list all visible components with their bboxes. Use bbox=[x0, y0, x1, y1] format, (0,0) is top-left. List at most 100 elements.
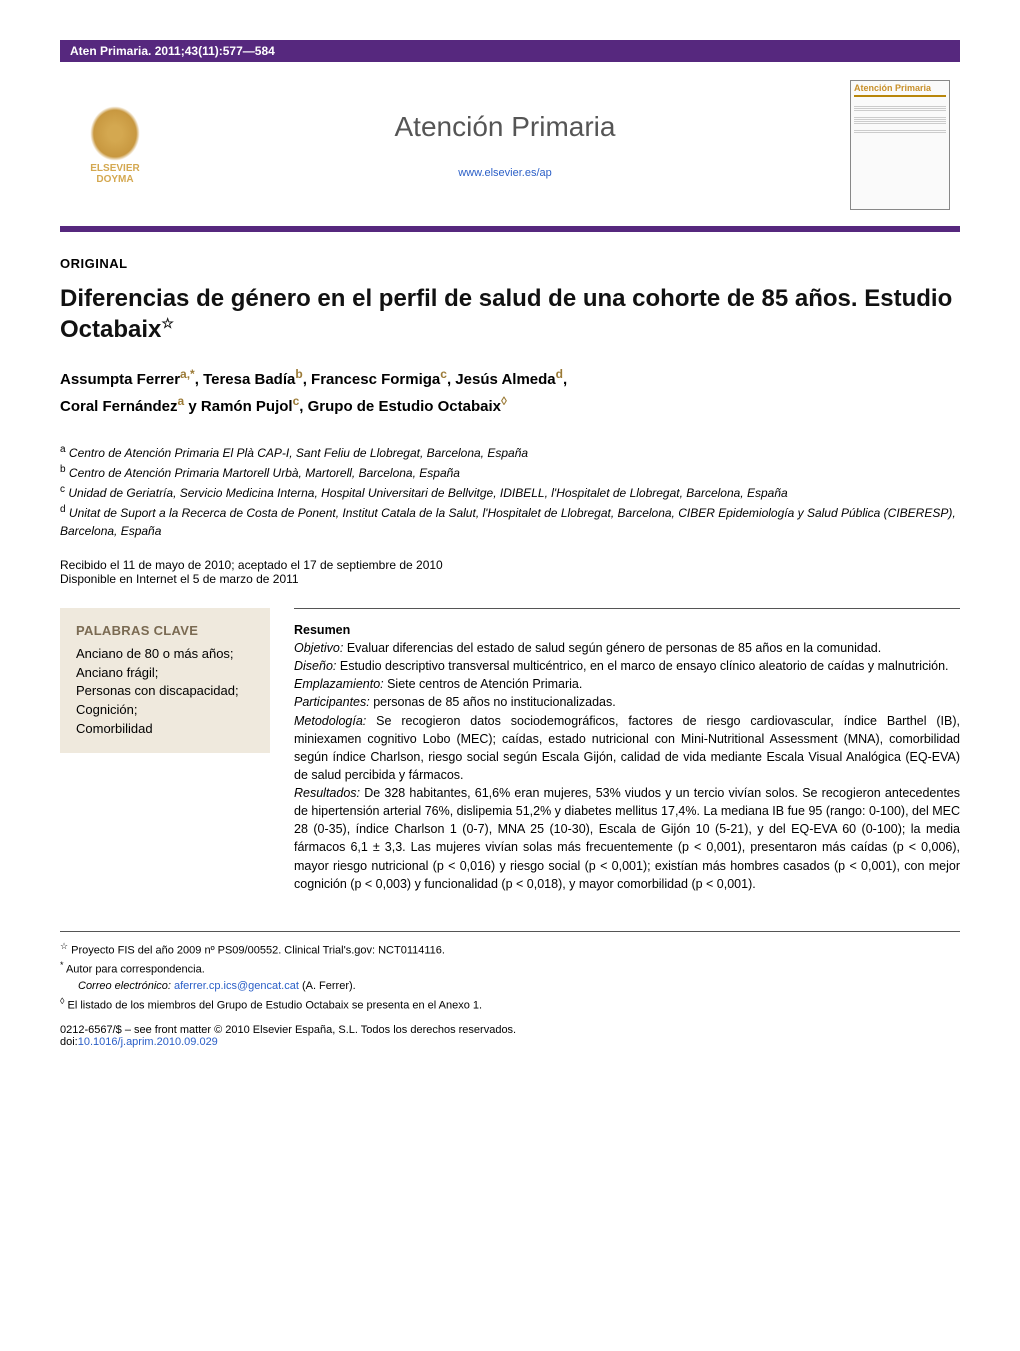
footnote: ◊ El listado de los miembros del Grupo d… bbox=[60, 995, 960, 1014]
section-label: ORIGINAL bbox=[60, 256, 960, 271]
author: Assumpta Ferrera,* bbox=[60, 371, 195, 388]
fn-mark: ☆ bbox=[60, 941, 68, 951]
abs-label: Participantes: bbox=[294, 695, 370, 709]
keywords-abstract-row: PALABRAS CLAVE Anciano de 80 o más años;… bbox=[60, 608, 960, 893]
abs-text: De 328 habitantes, 61,6% eran mujeres, 5… bbox=[294, 786, 960, 891]
doi-line: doi:10.1016/j.aprim.2010.09.029 bbox=[60, 1036, 960, 1048]
author-aff: c bbox=[293, 394, 300, 408]
fn-mark: ◊ bbox=[60, 996, 64, 1006]
journal-url-link[interactable]: www.elsevier.es/ap bbox=[160, 167, 850, 179]
journal-cover-thumbnail: Atención Primaria bbox=[850, 80, 950, 210]
author-name: Francesc Formiga bbox=[311, 371, 440, 388]
doi-label: doi: bbox=[60, 1036, 78, 1048]
abs-text: Evaluar diferencias del estado de salud … bbox=[343, 641, 881, 655]
fn-mark: * bbox=[60, 960, 64, 970]
fn-text: El listado de los miembros del Grupo de … bbox=[68, 999, 483, 1011]
author-aff: b bbox=[295, 367, 302, 381]
group-author-aff: ◊ bbox=[501, 394, 507, 408]
cover-title: Atención Primaria bbox=[854, 84, 946, 93]
abstract: Resumen Objetivo: Evaluar diferencias de… bbox=[294, 608, 960, 893]
group-author-name: Grupo de Estudio Octabaix bbox=[308, 398, 501, 415]
abstract-section: Metodología: Se recogieron datos sociode… bbox=[294, 712, 960, 785]
abs-label: Objetivo: bbox=[294, 641, 343, 655]
footnote: Correo electrónico: aferrer.cp.ics@genca… bbox=[60, 978, 960, 995]
copyright-line: 0212-6567/$ – see front matter © 2010 El… bbox=[60, 1024, 960, 1036]
affiliations: a Centro de Atención Primaria El Plà CAP… bbox=[60, 442, 960, 540]
abs-text: Estudio descriptivo transversal multicén… bbox=[336, 659, 948, 673]
corresponding-email-link[interactable]: aferrer.cp.ics@gencat.cat bbox=[174, 980, 299, 992]
fn-text: Proyecto FIS del año 2009 nº PS09/00552.… bbox=[71, 944, 445, 956]
publisher-logo: ELSEVIER DOYMA bbox=[70, 106, 160, 185]
aff-text: Centro de Atención Primaria Martorell Ur… bbox=[69, 466, 460, 480]
publisher-name-l2: DOYMA bbox=[96, 174, 133, 185]
abs-label: Emplazamiento: bbox=[294, 677, 384, 691]
copyright-block: 0212-6567/$ – see front matter © 2010 El… bbox=[60, 1024, 960, 1048]
keyword: Personas con discapacidad; bbox=[76, 682, 254, 701]
affiliation: a Centro de Atención Primaria El Plà CAP… bbox=[60, 442, 960, 462]
affiliation: c Unidad de Geriatría, Servicio Medicina… bbox=[60, 482, 960, 502]
author: Ramón Pujolc bbox=[201, 398, 299, 415]
author: Jesús Almedad bbox=[455, 371, 563, 388]
aff-marker: c bbox=[60, 484, 65, 495]
received-accepted-date: Recibido el 11 de mayo de 2010; aceptado… bbox=[60, 558, 960, 572]
elsevier-tree-icon bbox=[90, 106, 140, 161]
article-dates: Recibido el 11 de mayo de 2010; aceptado… bbox=[60, 558, 960, 586]
abstract-section: Resultados: De 328 habitantes, 61,6% era… bbox=[294, 784, 960, 893]
author-aff: d bbox=[556, 367, 563, 381]
doi-link[interactable]: 10.1016/j.aprim.2010.09.029 bbox=[78, 1036, 218, 1048]
author: Teresa Badíab bbox=[203, 371, 303, 388]
keyword: Comorbilidad bbox=[76, 720, 254, 739]
journal-title: Atención Primaria bbox=[160, 111, 850, 143]
author-aff: a,* bbox=[180, 367, 195, 381]
aff-text: Unidad de Geriatría, Servicio Medicina I… bbox=[68, 486, 787, 500]
author-name: Assumpta Ferrer bbox=[60, 371, 180, 388]
author-name: Jesús Almeda bbox=[455, 371, 555, 388]
purple-divider bbox=[60, 226, 960, 232]
author: Francesc Formigac bbox=[311, 371, 447, 388]
article-title: Diferencias de género en el perfil de sa… bbox=[60, 283, 960, 345]
author-name: Teresa Badía bbox=[203, 371, 295, 388]
abstract-heading: Resumen bbox=[294, 621, 960, 639]
abs-label: Diseño: bbox=[294, 659, 336, 673]
abs-text: Se recogieron datos sociodemográficos, f… bbox=[294, 714, 960, 782]
abstract-section: Emplazamiento: Siete centros de Atención… bbox=[294, 675, 960, 693]
aff-marker: b bbox=[60, 464, 66, 475]
journal-bar: ELSEVIER DOYMA Atención Primaria www.els… bbox=[60, 62, 960, 222]
keyword: Anciano de 80 o más años; bbox=[76, 645, 254, 664]
author-name: Ramón Pujol bbox=[201, 398, 293, 415]
keyword: Anciano frágil; bbox=[76, 664, 254, 683]
author-name: Coral Fernández bbox=[60, 398, 178, 415]
abstract-section: Objetivo: Evaluar diferencias del estado… bbox=[294, 639, 960, 657]
keywords-heading: PALABRAS CLAVE bbox=[76, 622, 254, 641]
abs-text: Siete centros de Atención Primaria. bbox=[384, 677, 583, 691]
article-title-text: Diferencias de género en el perfil de sa… bbox=[60, 285, 952, 343]
keyword: Cognición; bbox=[76, 701, 254, 720]
abs-label: Metodología: bbox=[294, 714, 366, 728]
abstract-section: Diseño: Estudio descriptivo transversal … bbox=[294, 657, 960, 675]
author-join: y bbox=[184, 398, 201, 415]
aff-text: Unitat de Suport a la Recerca de Costa d… bbox=[60, 506, 956, 538]
fn-email-label: Correo electrónico: bbox=[78, 980, 174, 992]
aff-marker: a bbox=[60, 444, 66, 455]
journal-title-block: Atención Primaria www.elsevier.es/ap bbox=[160, 111, 850, 179]
publisher-name: ELSEVIER DOYMA bbox=[90, 163, 139, 185]
keywords-box: PALABRAS CLAVE Anciano de 80 o más años;… bbox=[60, 608, 270, 753]
footnote: ☆ Proyecto FIS del año 2009 nº PS09/0055… bbox=[60, 940, 960, 959]
author: Coral Fernándeza bbox=[60, 398, 184, 415]
affiliation: b Centro de Atención Primaria Martorell … bbox=[60, 462, 960, 482]
running-head: Aten Primaria. 2011;43(11):577—584 bbox=[60, 40, 960, 62]
affiliation: d Unitat de Suport a la Recerca de Costa… bbox=[60, 502, 960, 540]
group-author: Grupo de Estudio Octabaix◊ bbox=[308, 398, 507, 415]
aff-marker: d bbox=[60, 504, 66, 515]
footnote: * Autor para correspondencia. bbox=[60, 959, 960, 978]
title-footnote-symbol: ☆ bbox=[161, 315, 174, 331]
author-aff: c bbox=[440, 367, 447, 381]
aff-text: Centro de Atención Primaria El Plà CAP-I… bbox=[69, 446, 528, 460]
authors-line: Assumpta Ferrera,*, Teresa Badíab, Franc… bbox=[60, 365, 960, 418]
abs-text: personas de 85 años no institucionalizad… bbox=[370, 695, 616, 709]
publisher-name-l1: ELSEVIER bbox=[90, 163, 139, 174]
abs-label: Resultados: bbox=[294, 786, 360, 800]
fn-email-suffix: (A. Ferrer). bbox=[299, 980, 356, 992]
fn-text: Autor para correspondencia. bbox=[66, 964, 205, 976]
abstract-section: Participantes: personas de 85 años no in… bbox=[294, 693, 960, 711]
